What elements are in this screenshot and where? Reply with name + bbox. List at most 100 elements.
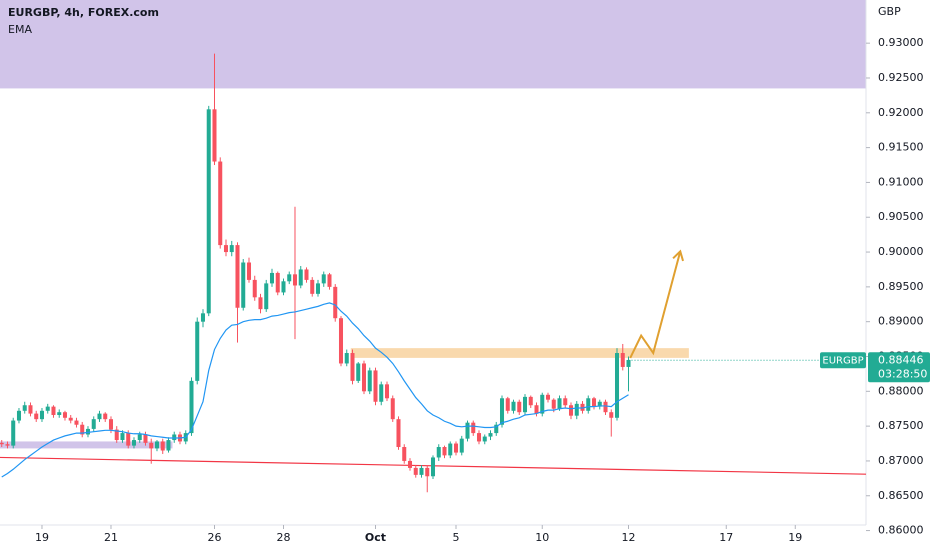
candle-body: [258, 297, 263, 310]
candle-body: [419, 467, 424, 475]
candle-body: [499, 398, 505, 425]
candle-body: [505, 398, 510, 411]
symbol-badge: [820, 352, 866, 369]
candle-body: [310, 279, 315, 294]
x-tick-label: 17: [719, 531, 733, 544]
candle-body: [396, 419, 401, 448]
ema-line: [1, 302, 629, 478]
axis-unit: GBP: [878, 5, 901, 18]
zone: [0, 0, 866, 89]
candle-body: [540, 394, 545, 414]
price-label: 0.88446: [878, 353, 924, 366]
x-tick-label: 21: [104, 531, 118, 544]
y-tick-label: 0.86500: [878, 489, 924, 502]
candle-body: [430, 457, 436, 477]
candle-body: [241, 262, 246, 308]
candle-body: [218, 161, 223, 246]
candle-body: [235, 245, 240, 308]
candle-body: [476, 433, 482, 442]
candle-body: [45, 406, 50, 411]
zone: [0, 441, 173, 449]
x-tick-label: 26: [207, 531, 221, 544]
candle-body: [361, 363, 367, 392]
candle-body: [402, 447, 407, 461]
candle-body: [74, 420, 79, 425]
candle-body: [551, 399, 556, 409]
candle-body: [62, 412, 67, 418]
chart-title: EURGBP, 4h, FOREX.com: [8, 6, 159, 19]
candle-body: [103, 413, 108, 420]
candle-body: [413, 467, 418, 475]
candle-body: [511, 401, 516, 411]
candle-body: [356, 363, 361, 381]
candle-body: [367, 370, 372, 392]
candle-body: [0, 442, 4, 445]
candle-body: [327, 274, 332, 287]
candle-body: [580, 403, 585, 411]
candle-body: [16, 410, 21, 421]
x-tick-label: Oct: [365, 531, 386, 544]
candle-body: [143, 434, 148, 443]
candle-body: [137, 434, 142, 441]
candle-body: [557, 398, 562, 409]
candle-body: [482, 436, 487, 442]
candle-body: [315, 283, 321, 294]
candle-body: [68, 417, 73, 421]
y-tick-label: 0.92500: [878, 71, 924, 84]
candle-body: [91, 419, 96, 429]
x-tick-label: 28: [276, 531, 290, 544]
candle-body: [200, 313, 205, 322]
candle-body: [494, 424, 499, 434]
indicator-label: EMA: [8, 23, 32, 36]
candle-body: [591, 398, 597, 407]
candle-body: [223, 245, 229, 253]
candle-body: [51, 406, 56, 415]
candle-body: [522, 396, 528, 413]
candle-body: [459, 438, 464, 453]
countdown-label: 03:28:50: [878, 367, 927, 380]
candle-body: [626, 359, 631, 367]
x-tick-label: 19: [35, 531, 49, 544]
candle-body: [448, 443, 453, 456]
candle-body: [131, 440, 136, 446]
candle-body: [160, 441, 165, 451]
candle-body: [620, 353, 625, 367]
candle-body: [407, 460, 413, 468]
x-tick-label: 10: [535, 531, 549, 544]
symbol-label: EURGBP: [822, 355, 863, 366]
candle-body: [80, 424, 85, 435]
candle-body: [120, 433, 125, 441]
candle-body: [344, 353, 349, 364]
y-tick-label: 0.86000: [878, 524, 924, 537]
candle-body: [304, 269, 309, 280]
y-tick-label: 0.91500: [878, 141, 924, 154]
candle-body: [597, 401, 602, 407]
candle-body: [11, 420, 16, 446]
candle-body: [281, 281, 286, 293]
x-tick-label: 12: [622, 531, 636, 544]
candle-body: [149, 442, 154, 449]
candle-body: [126, 433, 131, 446]
candle-body: [384, 384, 390, 399]
candle-body: [390, 398, 395, 420]
candle-body: [333, 286, 338, 319]
candle-body: [22, 405, 27, 411]
candle-body: [39, 410, 44, 420]
candle-body: [275, 272, 280, 293]
candle-body: [114, 429, 119, 441]
candle-body: [574, 403, 579, 416]
candle-body: [269, 272, 275, 284]
candle-body: [373, 370, 378, 402]
x-tick-label: 5: [453, 531, 460, 544]
candle-body: [154, 441, 159, 449]
y-tick-label: 0.89000: [878, 315, 924, 328]
candle-body: [85, 428, 90, 435]
candle-body: [488, 433, 493, 437]
y-tick-label: 0.90000: [878, 245, 924, 258]
candle-body: [545, 394, 551, 400]
candle-body: [97, 413, 102, 420]
y-tick-label: 0.91000: [878, 175, 924, 188]
candle-body: [436, 447, 441, 458]
candle-body: [264, 283, 269, 310]
